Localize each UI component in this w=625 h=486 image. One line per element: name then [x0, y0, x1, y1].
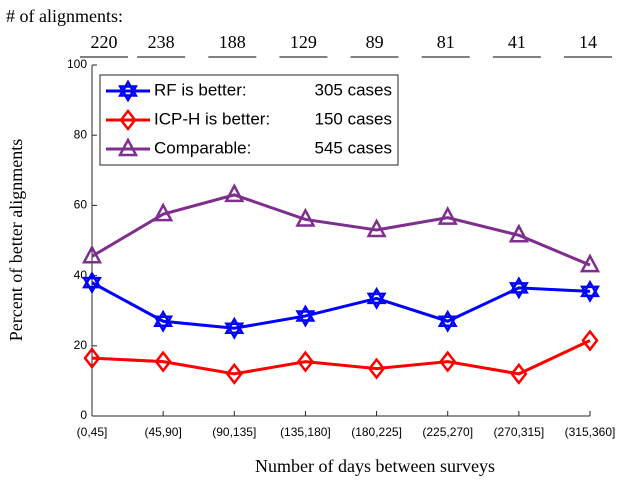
marker	[296, 350, 315, 373]
legend-label: RF is better:	[154, 80, 247, 99]
y-tick-label: 20	[74, 338, 88, 352]
y-tick-label: 60	[74, 198, 88, 212]
legend-marker	[118, 79, 138, 103]
marker	[581, 329, 599, 352]
legend-label: ICP-H is better:	[154, 109, 270, 128]
y-tick-label: 80	[74, 127, 88, 141]
marker	[295, 207, 316, 227]
count-label: 238	[148, 32, 175, 52]
marker	[366, 218, 387, 238]
series-line	[91, 193, 591, 267]
count-label: 81	[437, 32, 455, 52]
count-label: 129	[290, 32, 317, 52]
marker	[366, 286, 387, 310]
marker	[579, 253, 601, 273]
y-tick-label: 0	[80, 408, 87, 422]
marker	[224, 183, 245, 203]
marker	[367, 357, 386, 380]
count-label: 14	[579, 32, 597, 52]
legend-marker	[117, 137, 139, 157]
marker	[82, 271, 102, 295]
marker	[510, 362, 528, 385]
legend-cases: 545 cases	[315, 138, 393, 157]
legend-label: Comparable:	[154, 138, 251, 157]
x-tick-label: (135,180]	[280, 425, 331, 439]
marker	[225, 362, 243, 385]
marker	[508, 223, 529, 243]
marker	[224, 316, 245, 340]
marker	[83, 347, 101, 370]
x-tick-label: (270,315]	[493, 425, 544, 439]
x-tick-label: (180,225]	[351, 425, 402, 439]
marker	[508, 276, 529, 300]
x-tick-label: (0,45]	[77, 425, 108, 439]
x-tick-label: (45,90]	[144, 425, 181, 439]
marker	[81, 244, 103, 264]
legend-marker	[119, 108, 137, 132]
y-tick-label: 100	[67, 57, 87, 71]
marker	[153, 202, 174, 222]
x-tick-label: (225,270]	[422, 425, 473, 439]
marker	[437, 309, 458, 333]
count-label: 220	[91, 32, 118, 52]
x-axis-title: Number of days between surveys	[255, 456, 495, 476]
y-axis-title: Percent of better alignments	[6, 139, 26, 341]
marker	[439, 350, 457, 373]
marker	[580, 279, 600, 303]
marker	[154, 350, 172, 373]
x-tick-label: (315,360]	[565, 425, 616, 439]
count-label: 89	[366, 32, 384, 52]
series-line	[91, 281, 591, 330]
x-tick-label: (90,135]	[212, 425, 256, 439]
marker	[153, 309, 174, 333]
marker	[295, 304, 316, 328]
legend-cases: 150 cases	[315, 109, 393, 128]
legend-cases: 305 cases	[315, 80, 393, 99]
series-line	[91, 339, 591, 376]
counts-title: # of alignments:	[6, 6, 123, 26]
count-label: 41	[508, 32, 526, 52]
marker	[437, 206, 458, 225]
count-label: 188	[219, 32, 246, 52]
